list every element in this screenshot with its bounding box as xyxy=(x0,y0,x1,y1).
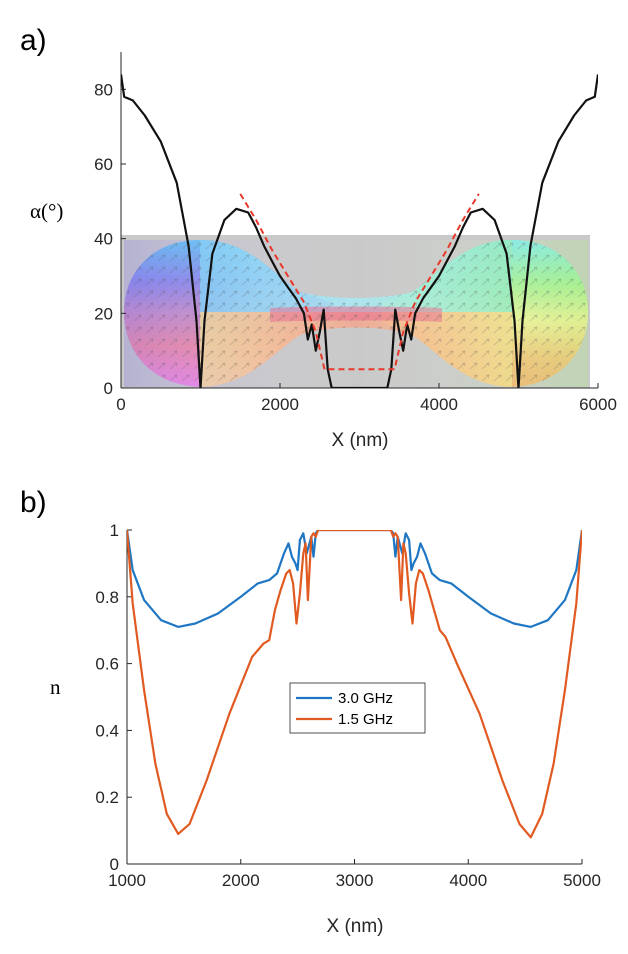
x-axis-label-a: X (nm) xyxy=(332,430,389,451)
series-line-3-0-ghz xyxy=(127,530,582,628)
y-tick-label-a: 40 xyxy=(94,230,113,249)
x-tick-label-a: 4000 xyxy=(420,395,458,414)
y-tick-label-b: 0 xyxy=(110,855,119,874)
x-axis-label-b: X (nm) xyxy=(327,916,384,937)
y-tick-label-b: 0.6 xyxy=(95,655,119,674)
y-tick-label-b: 0.8 xyxy=(95,588,119,607)
y-tick-label-a: 60 xyxy=(94,155,113,174)
y-axis-label-b: n xyxy=(50,675,61,699)
legend-label-3ghz: 3.0 GHz xyxy=(338,690,393,707)
y-tick-label-b: 0.2 xyxy=(95,788,119,807)
y-axis-label-a: α(°) xyxy=(30,199,63,223)
x-tick-label-b: 5000 xyxy=(563,871,601,890)
series-b xyxy=(127,530,582,839)
ticks-b: 1000 2000 3000 4000 5000 0 0.2 0.4 0.6 0.8 1 xyxy=(95,521,601,890)
y-tick-label-a: 80 xyxy=(94,80,113,99)
panel-label-b: b) xyxy=(20,486,47,519)
legend: 3.0 GHz 1.5 GHz xyxy=(289,682,426,734)
x-tick-label-a: 0 xyxy=(116,395,125,414)
y-tick-label-a: 0 xyxy=(104,379,113,398)
y-tick-label-a: 20 xyxy=(94,304,113,323)
panel-label-a: a) xyxy=(20,24,47,57)
y-tick-label-b: 1 xyxy=(110,521,119,540)
series-line-fit xyxy=(239,193,480,371)
series-line-1-5-ghz xyxy=(127,530,582,839)
magnetization-texture-inset xyxy=(121,235,590,388)
x-tick-label-b: 4000 xyxy=(449,871,487,890)
series-line-alpha xyxy=(121,74,598,388)
x-tick-label-b: 1000 xyxy=(108,871,146,890)
series-a xyxy=(121,74,598,388)
x-tick-label-b: 3000 xyxy=(336,871,374,890)
legend-label-1-5ghz: 1.5 GHz xyxy=(338,711,393,728)
ticks-a: 0 2000 4000 6000 0 20 40 60 80 xyxy=(94,80,617,414)
x-tick-label-b: 2000 xyxy=(222,871,260,890)
x-tick-label-a: 6000 xyxy=(579,395,617,414)
y-tick-label-b: 0.4 xyxy=(95,721,119,740)
x-tick-label-a: 2000 xyxy=(261,395,299,414)
